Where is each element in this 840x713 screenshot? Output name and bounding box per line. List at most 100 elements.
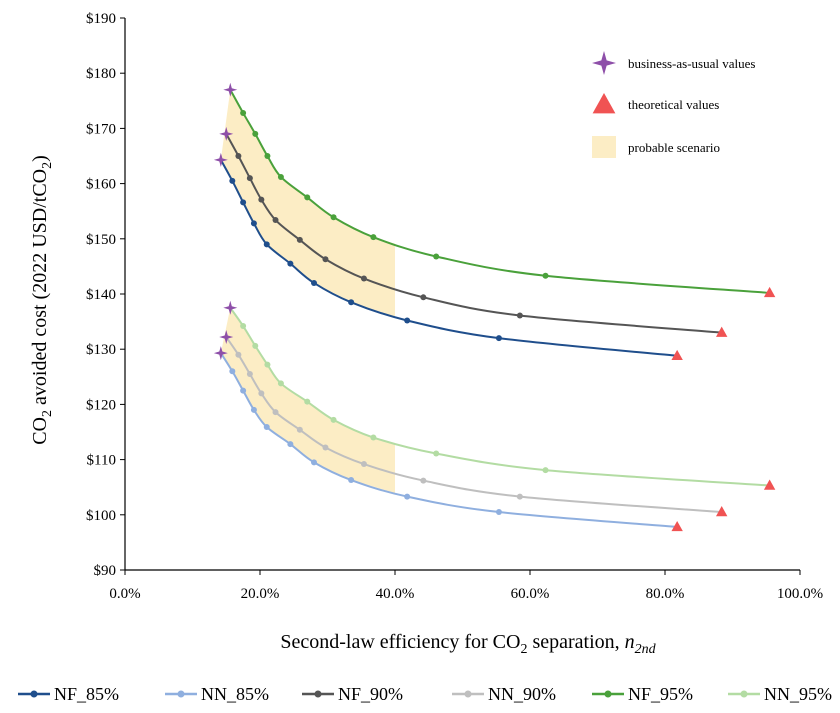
y-tick-label: $190 [86,11,116,27]
shaded-region-upper [220,89,395,317]
data-point-nf-95 [370,234,377,241]
data-point-nn-85 [287,441,294,448]
axes: $90 $100 $110 $120 $130 $140 $150 $160 $170 $180 $… [86,11,823,602]
data-point-nn-95 [304,398,311,405]
bottom-legend-marker [464,690,472,698]
theoretical-marker-nf-90 [716,326,728,337]
y-tick-label: $160 [86,177,116,193]
theoretical-marker-nn-85 [671,520,683,532]
theoretical-marker-nf-95 [763,286,776,298]
data-point-nn-90 [246,371,253,378]
data-point-nf-95 [330,214,337,221]
bottom-legend-label: NF_85% [54,684,119,704]
x-tick-label: 20.0% [241,586,280,602]
x-tick-label: 60.0% [511,586,550,602]
data-point-nn-90 [272,409,279,416]
data-point-nn-95 [252,342,259,349]
legend-label: theoretical values [628,97,719,112]
theoretical-marker-nn-90 [716,506,728,517]
bottom-legend-label: NN_95% [764,684,832,704]
data-point-nn-85 [263,424,270,431]
data-point-nf-90 [420,294,427,301]
data-point-nf-95 [252,130,259,137]
bau-marker-nf-90 [219,126,234,141]
data-point-nn-85 [495,509,502,516]
y-tick-label: $100 [86,508,116,524]
y-tick-label: $140 [86,287,116,303]
legend-label: business-as-usual values [628,56,755,71]
bottom-legend-marker [604,690,612,698]
x-tick-label: 0.0% [109,586,140,602]
data-point-nn-90 [258,390,265,397]
legend-box-icon [592,136,616,158]
data-point-nn-85 [229,368,236,375]
data-point-nn-85 [404,493,411,500]
data-point-nf-90 [322,256,329,263]
y-tick-label: $90 [94,563,117,579]
bottom-legend-marker [30,690,38,698]
x-tick-label: 40.0% [376,586,415,602]
data-point-nn-90 [516,493,523,500]
data-point-nn-95 [264,361,271,368]
data-point-nf-90 [246,175,253,182]
data-point-nf-85 [240,199,247,206]
data-point-nf-85 [404,317,411,324]
y-tick-label: $150 [86,232,116,248]
data-point-nf-85 [311,279,317,286]
data-point-nf-95 [542,272,549,279]
data-point-nf-95 [264,153,271,159]
plot-area [213,82,776,532]
y-tick-label: $180 [86,66,116,82]
y-tick-label: $120 [86,397,116,413]
y-tick-label: $130 [86,342,116,358]
data-point-nf-90 [296,236,303,243]
data-point-nf-95 [277,173,284,180]
data-point-nf-90 [258,196,265,203]
bottom-legend-label: NN_85% [201,684,269,704]
theoretical-marker-nf-85 [671,349,683,361]
bottom-legend-label: NF_90% [338,684,403,704]
data-point-nn-90 [322,444,329,451]
bottom-legend-marker [177,690,185,698]
shaded-region-lower [220,307,395,493]
y-axis-title: CO2 avoided cost (2022 USD/tCO2) [29,155,55,445]
bau-marker-nn-90 [219,330,234,345]
legend: business-as-usual values theoretical valu… [592,51,755,158]
data-point-nn-95 [542,467,549,474]
bottom-legend-label: NN_90% [488,684,556,704]
bau-marker-nn-85 [213,346,228,361]
data-point-nf-95 [304,194,311,201]
data-point-nn-85 [250,406,257,413]
bottom-legend-marker [314,690,322,698]
data-point-nn-95 [240,323,247,330]
data-point-nf-90 [272,217,279,224]
data-point-nn-95 [433,450,440,457]
data-point-nn-95 [370,434,377,441]
bottom-legend-marker [740,690,748,698]
legend-star-icon [592,51,616,75]
y-tick-label: $110 [87,453,116,469]
data-point-nn-95 [330,416,337,423]
x-tick-label: 100.0% [777,586,823,602]
x-axis-title: Second-law efficiency for CO2 separation… [280,631,656,657]
bau-marker-nf-85 [213,152,228,167]
data-point-nf-85 [287,260,294,267]
bau-marker-nn-95 [223,300,238,315]
data-point-nn-90 [296,426,303,433]
data-point-nf-90 [360,275,367,282]
data-point-nf-95 [433,253,440,260]
data-point-nn-90 [420,477,427,484]
data-point-nn-85 [240,387,247,394]
legend-label: probable scenario [628,140,720,155]
data-point-nf-90 [235,153,242,159]
data-point-nn-95 [277,380,284,387]
bau-marker-nf-95 [223,82,238,97]
data-point-nf-95 [240,109,247,116]
data-point-nf-85 [229,177,236,184]
x-tick-label: 80.0% [646,586,685,602]
data-point-nn-90 [360,461,367,468]
legend-triangle-icon [592,93,616,114]
data-point-nf-85 [348,299,355,306]
data-point-nf-90 [516,312,523,319]
